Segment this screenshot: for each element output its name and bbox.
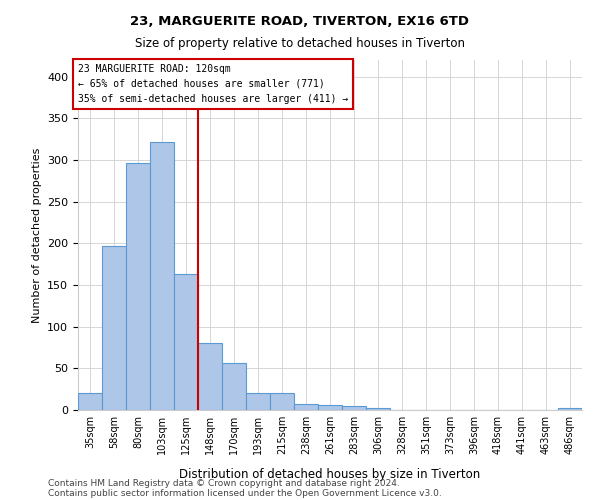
Bar <box>150 142 174 410</box>
Bar <box>342 406 366 410</box>
Bar <box>246 394 270 410</box>
Bar <box>366 408 390 410</box>
Y-axis label: Number of detached properties: Number of detached properties <box>32 148 41 322</box>
Bar <box>318 405 342 410</box>
Bar <box>222 362 246 410</box>
Bar <box>270 394 294 410</box>
Bar <box>102 246 126 410</box>
Text: 23, MARGUERITE ROAD, TIVERTON, EX16 6TD: 23, MARGUERITE ROAD, TIVERTON, EX16 6TD <box>131 15 470 28</box>
Bar <box>294 404 318 410</box>
Bar <box>126 164 150 410</box>
Text: Contains public sector information licensed under the Open Government Licence v3: Contains public sector information licen… <box>48 488 442 498</box>
Bar <box>558 408 582 410</box>
Text: Contains HM Land Registry data © Crown copyright and database right 2024.: Contains HM Land Registry data © Crown c… <box>48 478 400 488</box>
Bar <box>198 344 222 410</box>
Bar <box>78 394 102 410</box>
X-axis label: Distribution of detached houses by size in Tiverton: Distribution of detached houses by size … <box>179 468 481 481</box>
Text: Size of property relative to detached houses in Tiverton: Size of property relative to detached ho… <box>135 38 465 51</box>
Bar <box>174 274 198 410</box>
Text: 23 MARGUERITE ROAD: 120sqm
← 65% of detached houses are smaller (771)
35% of sem: 23 MARGUERITE ROAD: 120sqm ← 65% of deta… <box>78 64 348 104</box>
